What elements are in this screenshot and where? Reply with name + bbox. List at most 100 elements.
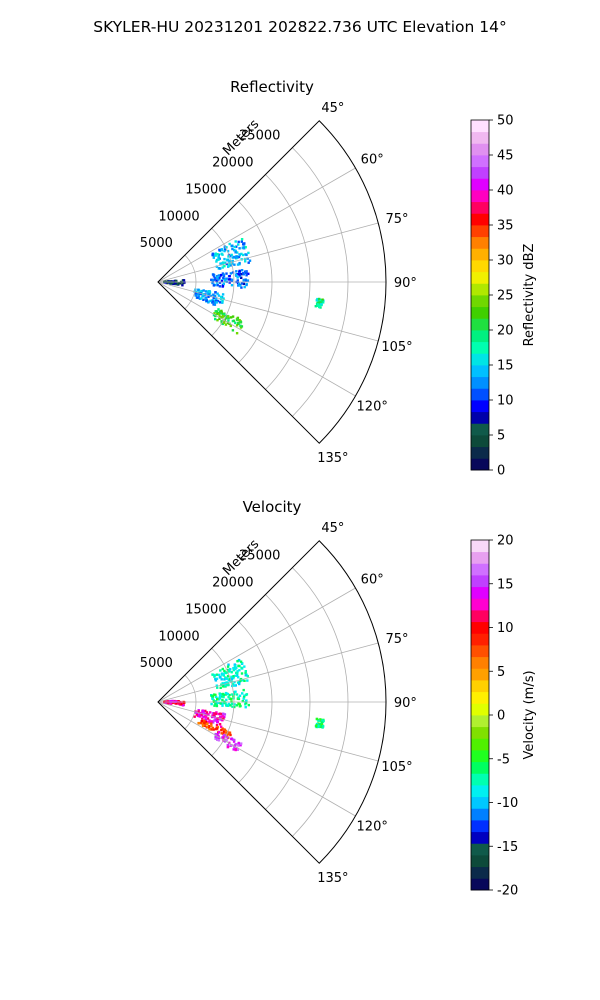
echo-gate: [228, 677, 232, 681]
echo-gate: [239, 677, 243, 681]
echo-gate: [236, 674, 239, 677]
echo-gate: [169, 702, 172, 705]
echo-gate: [243, 285, 246, 289]
echo-gate: [215, 704, 219, 708]
echo-gate: [315, 299, 318, 302]
echo-gate: [223, 733, 226, 737]
echo-gate: [211, 281, 214, 285]
echo-gate: [231, 259, 234, 263]
echo-gate: [241, 662, 244, 665]
echo-gate: [233, 263, 236, 266]
echo-gate: [217, 701, 221, 704]
echo-gate: [224, 314, 227, 318]
echo-gate: [244, 271, 248, 274]
colorbar-segment: [471, 668, 489, 681]
echo-gate: [228, 322, 231, 325]
echo-gate: [237, 658, 241, 662]
echo-gate: [244, 253, 247, 256]
echo-gate: [242, 688, 245, 692]
echo-gate: [214, 693, 217, 697]
echo-gate: [212, 296, 215, 300]
echo-gate: [238, 253, 241, 257]
echo-gate: [230, 253, 233, 257]
echo-gate: [241, 253, 245, 257]
echo-gate: [212, 273, 215, 276]
echo-gate: [228, 260, 231, 263]
figure-title: SKYLER-HU 20231201 202822.736 UTC Elevat…: [93, 18, 507, 36]
echo-gate: [218, 712, 222, 715]
echo-gate: [194, 294, 197, 297]
colorbar-segment: [471, 166, 489, 179]
echo-gate: [210, 694, 213, 697]
colorbar-segment: [471, 680, 489, 693]
echo-gate: [216, 717, 220, 720]
echo-gate: [246, 279, 250, 282]
echo-gate: [247, 251, 250, 255]
echo-gate: [211, 726, 215, 730]
echo-gate: [228, 281, 231, 284]
echo-gate: [218, 285, 222, 288]
angle-tick-label: 120°: [357, 820, 388, 835]
echo-gate: [230, 700, 233, 703]
angle-tick-label: 90°: [394, 696, 417, 711]
range-tick-label: 25000: [239, 129, 280, 144]
echo-gate: [239, 324, 242, 327]
echo-gate: [235, 255, 238, 258]
echo-gate: [244, 674, 247, 677]
echo-gate: [223, 740, 227, 743]
echo-gate: [229, 324, 232, 328]
reflectivity-tick-labels: 45° 60° 75° 90° 105° 120° 135° 5000 10000 15000 20…: [140, 101, 417, 466]
echo-gate: [234, 684, 237, 687]
echo-gate: [212, 699, 215, 702]
colorbar-segment: [471, 808, 489, 821]
colorbar-segment: [471, 656, 489, 669]
echo-gate: [221, 719, 224, 722]
colorbar-segment: [471, 190, 489, 203]
azimuth-spoke: [157, 642, 379, 703]
colorbar-segment: [471, 435, 489, 448]
echo-gate: [218, 315, 222, 318]
colorbar-segment: [471, 400, 489, 413]
echo-gate: [215, 279, 219, 282]
echo-gate: [229, 704, 232, 707]
echo-gate: [224, 323, 228, 326]
colorbar-segment: [471, 610, 489, 623]
echo-gate: [225, 739, 228, 742]
echo-gate: [318, 301, 322, 304]
echo-gate: [221, 727, 224, 730]
echo-gate: [215, 673, 219, 676]
echo-gate: [214, 735, 217, 738]
echo-gate: [207, 300, 210, 303]
echo-gate: [220, 309, 223, 313]
echo-gate: [217, 294, 221, 297]
echo-gate: [233, 738, 236, 742]
echo-gate: [244, 671, 247, 674]
echo-gate: [236, 251, 239, 254]
echo-gate: [205, 722, 209, 726]
echo-gate: [221, 293, 225, 296]
echo-gate: [204, 718, 207, 721]
echo-gate: [227, 670, 230, 673]
echo-gate: [217, 736, 221, 739]
echo-gate: [228, 731, 232, 734]
echo-gate: [226, 321, 230, 325]
azimuth-spoke: [157, 701, 379, 762]
echo-gate: [204, 720, 208, 724]
echo-gate: [203, 721, 206, 724]
colorbar-tick-label: 5: [497, 665, 505, 680]
echo-gate: [201, 717, 204, 720]
echo-gate: [214, 677, 217, 681]
colorbar-tick-label: 30: [497, 254, 514, 269]
reflectivity-colorbar-label: Reflectivity dBZ: [522, 244, 537, 347]
sector-frame: [157, 120, 387, 444]
echo-gate: [220, 273, 223, 277]
range-tick-label: 20000: [212, 156, 253, 171]
echo-gate: [222, 273, 225, 276]
echo-gate: [237, 676, 240, 679]
echo-gate: [218, 697, 222, 700]
echo-gate: [233, 745, 236, 749]
angle-tick-label: 105°: [381, 340, 412, 355]
echo-gate: [210, 724, 213, 728]
echo-gate: [213, 674, 217, 677]
echo-gate: [244, 706, 247, 709]
